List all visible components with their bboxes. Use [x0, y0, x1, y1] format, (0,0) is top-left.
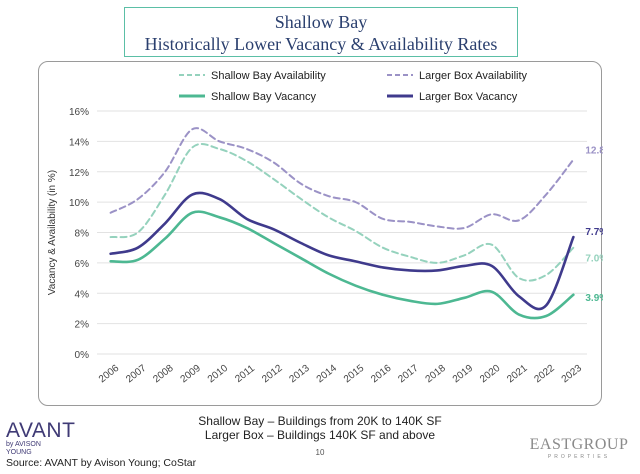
legend-label: Shallow Bay Vacancy	[211, 91, 316, 103]
legend-label: Larger Box Availability	[419, 70, 528, 82]
x-tick-label: 2011	[233, 363, 257, 385]
y-axis-label: Vacancy & Availability (in %)	[47, 170, 58, 295]
series-line-shallow-bay-availability	[109, 142, 575, 282]
x-tick-label: 2006	[97, 363, 122, 386]
chart-subtitle: Historically Lower Vacancy & Availabilit…	[144, 34, 498, 54]
footnote: Shallow Bay – Buildings from 20K to 140K…	[0, 414, 640, 442]
x-tick-label: 2017	[396, 363, 421, 386]
avant-logo-sub: by AVISON YOUNG	[6, 441, 41, 456]
end-label: 7.0%	[585, 254, 603, 265]
title-box: Shallow Bay Historically Lower Vacancy &…	[124, 7, 518, 57]
series-line-shallow-bay-vacancy	[109, 210, 575, 320]
avant-logo-main: AVANT	[6, 419, 76, 442]
footnote-larger-box: Larger Box – Buildings 140K SF and above	[204, 428, 436, 442]
y-tick-label: 4%	[75, 289, 90, 300]
series-line-larger-box-availability	[109, 127, 575, 230]
x-tick-label: 2015	[342, 363, 367, 386]
chart-title: Shallow Bay	[274, 12, 368, 32]
legend-label: Shallow Bay Availability	[211, 70, 326, 82]
y-tick-label: 0%	[75, 350, 90, 361]
eastgroup-logo-main: EASTGROUP	[529, 436, 629, 453]
footnote-shallow-bay: Shallow Bay – Buildings from 20K to 140K…	[198, 414, 442, 428]
x-tick-label: 2020	[478, 363, 503, 386]
y-tick-label: 2%	[75, 320, 90, 331]
x-tick-label: 2007	[124, 363, 149, 386]
page-number: 10	[315, 448, 325, 457]
x-tick-label: 2016	[369, 363, 394, 386]
eastgroup-logo: EASTGROUP PROPERTIES	[524, 436, 634, 460]
eastgroup-logo-sub: PROPERTIES	[547, 454, 611, 460]
line-chart: 0%2%4%6%8%10%12%14%16%2006 2007 2008 2009 20…	[47, 70, 603, 386]
y-tick-label: 16%	[69, 107, 89, 118]
x-tick-label: 2013	[287, 363, 312, 386]
x-tick-label: 2019	[451, 363, 476, 386]
legend-label: Larger Box Vacancy	[419, 91, 518, 103]
x-tick-label: 2018	[424, 363, 449, 386]
x-tick-label: 2008	[151, 363, 176, 386]
x-tick-label: 2012	[260, 363, 285, 386]
y-tick-label: 6%	[75, 259, 90, 270]
end-label: 12.8%	[585, 146, 603, 157]
x-tick-label: 2014	[315, 363, 340, 386]
y-tick-label: 10%	[69, 198, 89, 209]
y-tick-label: 8%	[75, 229, 90, 240]
end-label: 3.9%	[585, 293, 603, 304]
y-tick-label: 14%	[69, 137, 89, 148]
x-tick-label: 2010	[206, 363, 231, 386]
avant-logo: AVANT by AVISON YOUNG	[6, 419, 76, 457]
series-line-larger-box-vacancy	[109, 191, 575, 311]
x-tick-label: 2021	[505, 363, 530, 386]
chart-panel: 0% 2% 4% 6% 8% 10% 12% 14% 16% 2006 2007 2008 2009 20…	[38, 61, 603, 406]
x-tick-label: 2009	[179, 363, 204, 386]
y-tick-label: 12%	[69, 168, 89, 179]
source-note: Source: AVANT by Avison Young; CoStar	[6, 457, 197, 469]
end-label: 7.7%	[585, 227, 603, 238]
x-tick-label: 2022	[532, 363, 557, 386]
x-tick-label: 2023	[560, 363, 585, 386]
